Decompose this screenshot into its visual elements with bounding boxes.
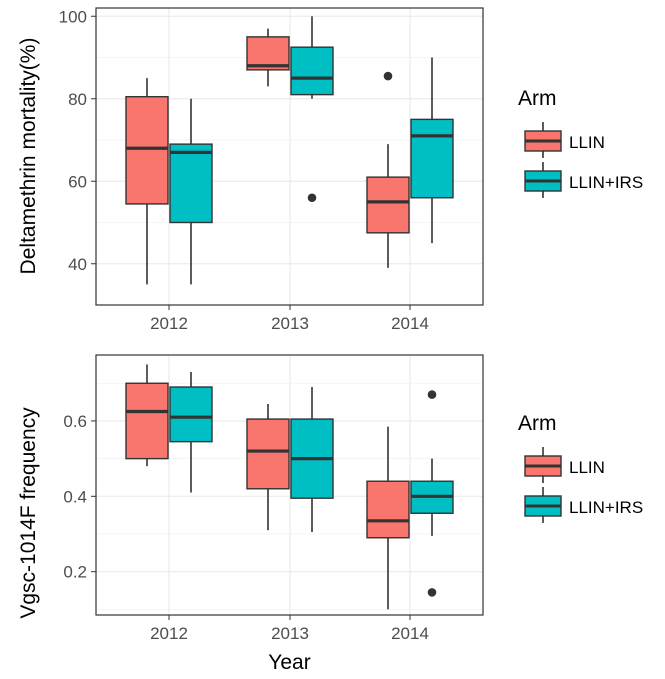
- outlier-point: [383, 71, 393, 81]
- x-tick-label: 2014: [391, 624, 429, 643]
- box: [246, 418, 290, 490]
- legend-title: Arm: [518, 87, 557, 110]
- box: [169, 143, 213, 224]
- legend: Arm LLIN LLIN+IRS: [518, 87, 643, 198]
- x-tick-label: 2014: [391, 314, 429, 333]
- series-llin: [125, 364, 410, 610]
- legend-title: Arm: [518, 412, 557, 435]
- panel-2: 0.2 0.4 0.6 2012 2013 2014 Vgsc-1014F frequenc…: [17, 354, 643, 674]
- box: [410, 118, 454, 199]
- y-tick-label: 100: [59, 7, 87, 26]
- x-tick-label: 2013: [271, 624, 309, 643]
- box: [366, 480, 410, 539]
- y-tick-label: 40: [68, 255, 87, 274]
- y-axis-title: Deltamethrin mortality(%): [17, 38, 40, 275]
- panel-border: [95, 7, 484, 306]
- y-tick-label: 0.4: [63, 487, 87, 506]
- panel-1: 40 60 80 100 2012 2013 2014 Deltamethrin mortal…: [17, 7, 643, 333]
- outlier-point: [427, 390, 437, 399]
- legend-label: LLIN: [569, 133, 605, 152]
- series-llin-irs: [169, 371, 454, 597]
- box: [169, 386, 213, 443]
- outlier-point: [307, 193, 317, 203]
- y-axis-title: Vgsc-1014F frequency: [17, 407, 40, 619]
- box: [125, 95, 169, 205]
- y-tick-label: 80: [68, 90, 87, 109]
- legend-label: LLIN+IRS: [569, 173, 643, 192]
- legend-label: LLIN: [569, 458, 605, 477]
- box: [366, 176, 410, 234]
- legend: Arm LLIN LLIN+IRS: [518, 412, 643, 523]
- series-llin: [125, 28, 410, 285]
- x-tick-label: 2012: [150, 314, 188, 333]
- x-tick-label: 2013: [271, 314, 309, 333]
- x-axis-title: Year: [268, 651, 310, 674]
- y-tick-label: 60: [68, 172, 87, 191]
- y-tick-label: 0.2: [63, 563, 87, 582]
- box: [125, 382, 169, 460]
- box: [290, 46, 334, 96]
- series-llin-irs: [169, 16, 454, 285]
- y-tick-label: 0.6: [63, 412, 87, 431]
- outlier-point: [427, 588, 437, 597]
- x-tick-label: 2012: [150, 624, 188, 643]
- panel-border: [95, 354, 484, 616]
- legend-label: LLIN+IRS: [569, 498, 643, 517]
